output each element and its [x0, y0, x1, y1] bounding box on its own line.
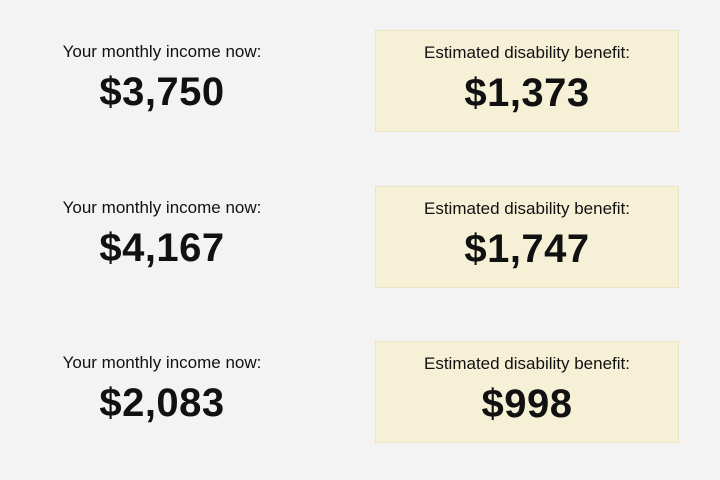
- income-label: Your monthly income now:: [62, 42, 262, 61]
- benefit-label: Estimated disability benefit:: [424, 199, 630, 218]
- income-cell: Your monthly income now: $3,750: [10, 30, 314, 132]
- income-label: Your monthly income now:: [62, 353, 262, 372]
- income-value: $3,750: [99, 70, 225, 114]
- benefit-box: Estimated disability benefit: $998: [375, 341, 679, 443]
- benefit-box: Estimated disability benefit: $1,373: [375, 30, 679, 132]
- income-value: $4,167: [99, 226, 225, 270]
- benefit-value: $998: [481, 382, 573, 426]
- income-value: $2,083: [99, 381, 225, 425]
- benefit-box: Estimated disability benefit: $1,747: [375, 186, 679, 288]
- benefit-value: $1,747: [464, 227, 590, 271]
- benefit-value: $1,373: [464, 71, 590, 115]
- income-cell: Your monthly income now: $2,083: [10, 341, 314, 443]
- benefit-label: Estimated disability benefit:: [424, 43, 630, 62]
- income-cell: Your monthly income now: $4,167: [10, 186, 314, 288]
- income-label: Your monthly income now:: [62, 198, 262, 217]
- benefit-label: Estimated disability benefit:: [424, 354, 630, 373]
